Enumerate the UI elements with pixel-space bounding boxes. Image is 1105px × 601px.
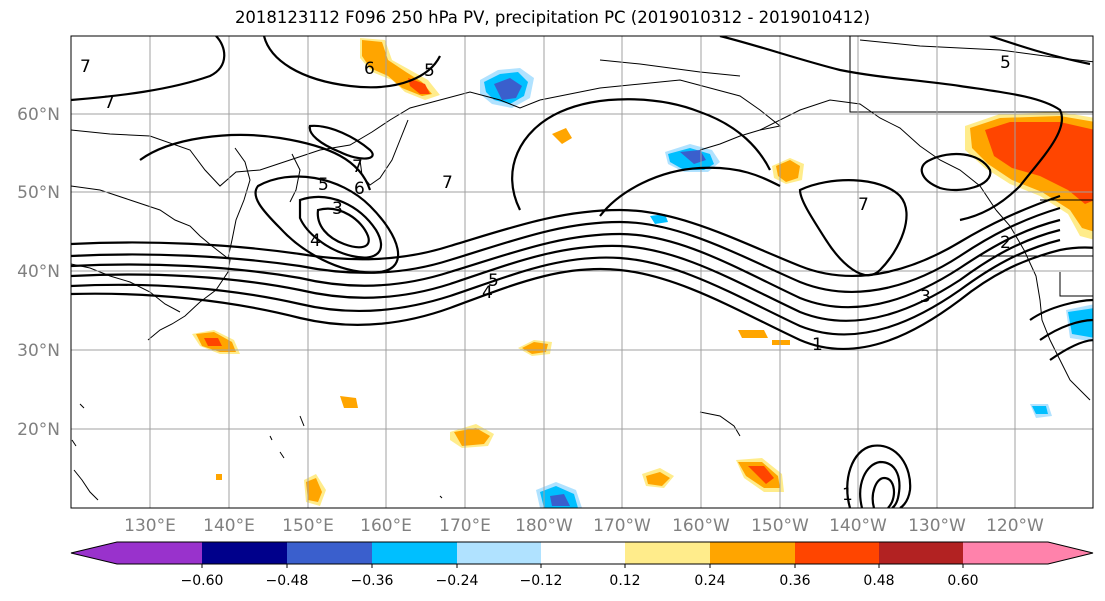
colorbar-tick-label: 0.60 — [947, 573, 978, 589]
colorbar-segment — [879, 542, 963, 564]
colorbar-tick-label: 0.12 — [609, 573, 640, 589]
contour-label: 6 — [364, 59, 375, 79]
contour-label: 3 — [332, 199, 343, 219]
colorbar-segment — [457, 542, 541, 564]
colorbar-tick-label: −0.36 — [351, 573, 394, 589]
colorbar-segment — [372, 542, 457, 564]
colorbar-segment — [710, 542, 795, 564]
colorbar-tick-label: −0.24 — [436, 573, 479, 589]
lat-label: 40°N — [17, 262, 60, 282]
colorbar-tick-label: −0.12 — [520, 573, 563, 589]
contour-labels: 7 6 5 5 7 6 7 7 5 4 3 7 5 4 7 3 2 1 1 — [80, 53, 1103, 505]
contour-label: 4 — [482, 283, 493, 303]
lon-label: 130°E — [124, 516, 176, 536]
contour-label: 7 — [858, 195, 869, 215]
colorbar-segment — [625, 542, 710, 564]
coastlines — [71, 36, 1093, 501]
contour-label: 7 — [80, 57, 91, 77]
lat-label: 30°N — [17, 341, 60, 361]
lat-label: 60°N — [17, 105, 60, 125]
lon-label: 130°W — [908, 516, 966, 536]
colorbar-segment — [287, 542, 372, 564]
pv-contours — [71, 36, 1093, 508]
contour-label: 6 — [354, 179, 365, 199]
lon-label: 160°E — [360, 516, 412, 536]
map-area — [71, 36, 1093, 508]
longitude-axis: 130°E 140°E 150°E 160°E 170°E 180°W 170°… — [124, 516, 1044, 536]
colorbar-tick-label: 0.48 — [863, 573, 894, 589]
colorbar-tick-label: −0.60 — [181, 573, 224, 589]
lon-label: 120°W — [986, 516, 1044, 536]
map-frame — [70, 35, 1094, 509]
map-title: 2018123112 F096 250 hPa PV, precipitatio… — [234, 8, 871, 27]
contour-label: 7 — [442, 173, 453, 193]
contour-label: 1 — [812, 335, 823, 355]
lat-label: 20°N — [17, 420, 60, 440]
colorbar-tick-label: 0.24 — [694, 573, 725, 589]
lon-label: 160°W — [672, 516, 730, 536]
contour-label: 4 — [310, 231, 321, 251]
colorbar: −0.60 −0.48 −0.36 −0.24 −0.12 0.12 0.24 … — [70, 541, 1094, 589]
contour-label: 3 — [920, 287, 931, 307]
colorbar-ticks — [201, 564, 964, 568]
latitude-axis: 60°N 50°N 40°N 30°N 20°N — [17, 105, 60, 440]
colorbar-segment — [541, 542, 625, 564]
gridlines — [71, 36, 1093, 508]
contour-label: 7 — [104, 93, 115, 113]
lon-label: 170°E — [439, 516, 491, 536]
contour-label: 2 — [1000, 233, 1011, 253]
precip-shading — [192, 38, 1093, 508]
lon-label: 140°E — [203, 516, 255, 536]
colorbar-segment — [71, 542, 202, 564]
contour-label: 5 — [318, 175, 329, 195]
contour-label: 5 — [488, 271, 499, 291]
lon-label: 170°W — [593, 516, 651, 536]
colorbar-segment — [202, 542, 287, 564]
contour-label: 7 — [1092, 307, 1103, 327]
colorbar-segment — [963, 542, 1093, 564]
colorbar-tick-label: −0.48 — [266, 573, 309, 589]
colorbar-tick-label: 0.36 — [779, 573, 810, 589]
lat-label: 50°N — [17, 183, 60, 203]
colorbar-segment — [795, 542, 879, 564]
lon-label: 180°W — [515, 516, 573, 536]
contour-label: 7 — [352, 157, 363, 177]
contour-label: 5 — [1000, 53, 1011, 73]
colorbar-outline — [70, 541, 1094, 565]
lon-label: 150°E — [282, 516, 334, 536]
contour-label: 5 — [424, 61, 435, 81]
lon-label: 140°W — [829, 516, 887, 536]
lon-label: 150°W — [751, 516, 809, 536]
contour-label: 1 — [842, 485, 853, 505]
